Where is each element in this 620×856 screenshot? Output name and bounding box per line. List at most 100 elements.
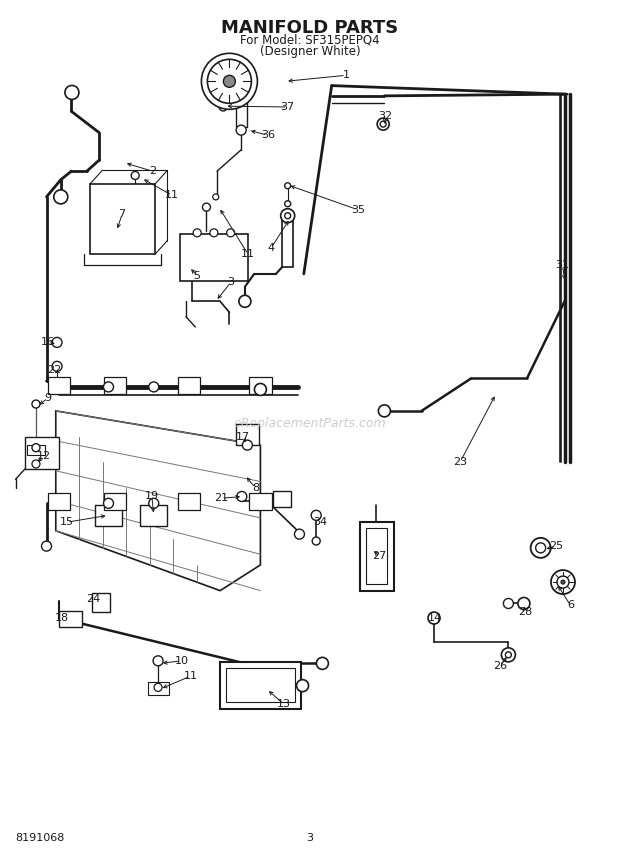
Text: 35: 35 [351,205,365,215]
Text: 8: 8 [252,483,259,493]
Text: 1: 1 [342,70,350,80]
Circle shape [316,657,329,669]
Text: 10: 10 [175,656,188,666]
Circle shape [254,383,267,395]
Circle shape [219,103,227,111]
Bar [236,424,259,445]
Bar [148,682,169,695]
Circle shape [42,541,51,551]
Bar [282,216,293,267]
Text: 8191068: 8191068 [16,833,65,843]
Text: For Model: SF315PEPQ4: For Model: SF315PEPQ4 [240,33,380,46]
Circle shape [531,538,551,558]
Bar [180,234,248,281]
Bar [366,528,388,584]
Circle shape [557,576,569,588]
Circle shape [503,598,513,609]
Circle shape [237,491,247,502]
Circle shape [193,229,201,237]
Text: 28: 28 [518,607,532,617]
Circle shape [32,460,40,468]
Circle shape [215,68,244,95]
Text: 31: 31 [556,260,569,270]
Circle shape [223,75,236,87]
Text: 26: 26 [494,661,507,671]
Bar [27,445,45,455]
Text: 18: 18 [55,613,69,623]
Circle shape [378,405,391,417]
Circle shape [285,212,291,219]
Bar [273,491,291,507]
Circle shape [281,209,294,223]
Circle shape [518,597,530,609]
Bar [360,522,394,591]
Text: 3: 3 [306,833,314,843]
Circle shape [502,648,515,662]
Bar [140,505,167,526]
Bar [48,493,70,510]
Text: 6: 6 [567,600,574,610]
Bar [104,377,126,394]
Bar [95,505,122,526]
Circle shape [242,440,252,450]
Bar [104,493,126,510]
Circle shape [149,382,159,392]
Circle shape [227,229,234,237]
Text: 7: 7 [118,209,126,219]
Text: 37: 37 [281,102,294,112]
Text: 27: 27 [373,551,386,562]
Circle shape [210,229,218,237]
Circle shape [236,125,246,135]
Bar [220,662,301,709]
Circle shape [428,612,440,624]
Text: 12: 12 [37,451,50,461]
Text: (Designer White): (Designer White) [260,45,360,58]
Circle shape [505,651,511,658]
Text: 4: 4 [267,243,275,253]
Circle shape [104,382,113,392]
Text: 21: 21 [215,493,228,503]
Circle shape [312,537,320,545]
Circle shape [32,443,40,452]
Circle shape [154,683,162,692]
Text: 9: 9 [44,393,51,403]
Text: 25: 25 [549,541,563,551]
Text: 11: 11 [165,190,179,200]
Circle shape [294,529,304,539]
Bar [59,611,82,627]
Circle shape [213,193,219,200]
Bar [25,437,59,469]
Circle shape [104,498,113,508]
Circle shape [203,203,210,211]
Bar [48,377,70,394]
Bar [249,377,272,394]
Text: MANIFOLD PARTS: MANIFOLD PARTS [221,19,399,37]
Circle shape [311,510,321,520]
Bar [90,184,155,254]
Text: 13: 13 [277,698,290,709]
Circle shape [377,118,389,130]
Text: 24: 24 [86,594,100,604]
Circle shape [153,656,163,666]
Text: 5: 5 [193,270,201,281]
Text: 23: 23 [453,457,467,467]
Circle shape [202,53,257,110]
Circle shape [536,543,546,553]
Polygon shape [56,411,260,591]
Text: 17: 17 [236,431,250,442]
Text: 11: 11 [241,249,255,259]
Circle shape [296,680,309,692]
Bar [92,593,110,612]
Bar [236,97,247,127]
Circle shape [131,171,139,180]
Text: 15: 15 [60,517,74,527]
Circle shape [221,74,237,89]
Circle shape [149,498,159,508]
Circle shape [285,200,291,207]
Text: 36: 36 [261,130,275,140]
Text: eReplacementParts.com: eReplacementParts.com [234,417,386,431]
Text: 14: 14 [428,613,442,623]
Circle shape [561,580,565,584]
Circle shape [65,86,79,99]
Text: 2: 2 [149,166,156,176]
